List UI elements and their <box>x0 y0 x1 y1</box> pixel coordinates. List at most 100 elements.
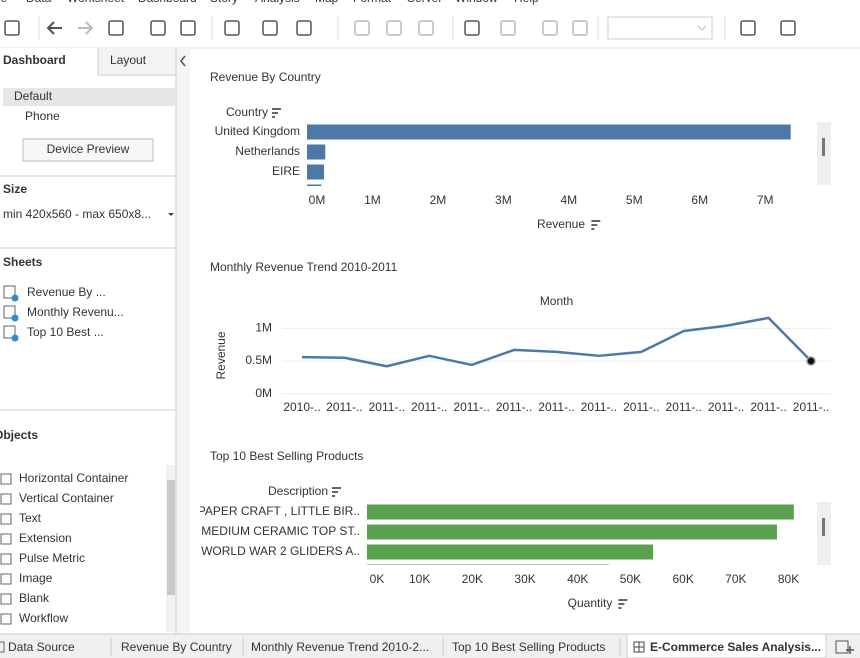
x-tick-label: 2011-.. <box>326 400 362 414</box>
x-tick-label: 2011-.. <box>581 400 617 414</box>
bar <box>307 144 326 160</box>
object-item[interactable]: Blank <box>19 591 50 605</box>
toolbar-button[interactable] <box>780 20 796 36</box>
device-option[interactable]: Phone <box>25 109 60 123</box>
device-option[interactable]: Default <box>14 89 53 103</box>
object-item[interactable]: Extension <box>19 531 72 545</box>
selected-point[interactable] <box>806 356 816 366</box>
x-tick-label: 60K <box>672 572 693 586</box>
icon <box>740 20 756 36</box>
category-label: PAPER CRAFT , LITTLE BIR.. <box>198 504 360 518</box>
field-header: Description <box>268 484 328 498</box>
menu-item[interactable]: Analysis <box>255 0 300 5</box>
bar-plot: United Kingdom Netherlands EIRE <box>215 124 791 186</box>
object-item[interactable]: Vertical Container <box>19 491 114 505</box>
x-tick-label: 2011-.. <box>793 400 829 414</box>
toolbar-button[interactable] <box>4 20 20 36</box>
x-tick-label: 2011-.. <box>623 400 659 414</box>
toolbar-button[interactable] <box>572 20 588 36</box>
icon <box>78 21 94 35</box>
x-tick-label: 2011-.. <box>411 400 447 414</box>
icon <box>46 21 62 35</box>
icon <box>464 20 480 36</box>
sort-icon[interactable] <box>332 487 342 497</box>
collapse-arrow[interactable] <box>180 55 186 67</box>
sidebar: Dashboard Layout Default Phone Device Previe… <box>0 48 176 634</box>
x-tick-label: 4M <box>560 193 577 207</box>
menu-item[interactable]: Story <box>210 0 238 5</box>
toolbar-button[interactable] <box>740 20 756 36</box>
category-label: WORLD WAR 2 GLIDERS A.. <box>201 544 360 558</box>
menu-item[interactable]: File <box>0 0 8 5</box>
toolbar-button[interactable] <box>224 20 240 36</box>
toolbar-button[interactable] <box>46 21 62 35</box>
active-tab <box>626 633 827 658</box>
toolbar-button[interactable] <box>464 20 480 36</box>
tab-label[interactable]: Data Source <box>8 640 75 654</box>
menu-item[interactable]: Worksheet <box>67 0 125 5</box>
sort-icon[interactable] <box>272 108 282 118</box>
toolbar-button[interactable] <box>354 20 370 36</box>
size-value[interactable]: min 420x560 - max 650x8... <box>3 207 151 221</box>
object-item[interactable]: Pulse Metric <box>19 551 85 565</box>
sort-icon[interactable] <box>591 220 601 230</box>
sheet-item[interactable]: Top 10 Best ... <box>27 325 104 339</box>
object-item[interactable]: Text <box>19 511 42 525</box>
x-tick-label: 40K <box>567 572 588 586</box>
menu-item[interactable]: Map <box>315 0 339 5</box>
toolbar-dropdown[interactable] <box>607 16 713 40</box>
sheet-item[interactable]: Revenue By ... <box>27 285 106 299</box>
sidebar-scrollbar-thumb[interactable] <box>167 480 175 595</box>
toolbar-button[interactable] <box>108 20 124 36</box>
toolbar-button[interactable] <box>180 20 196 36</box>
scrollbar-thumb[interactable] <box>822 138 825 156</box>
icon <box>780 20 796 36</box>
sidebar-tab-active[interactable]: Dashboard <box>3 53 66 67</box>
menu-item[interactable]: Dashboard <box>138 0 197 5</box>
object-icon <box>0 513 12 525</box>
x-tick-label: 70K <box>725 572 746 586</box>
toolbar-button[interactable] <box>386 20 402 36</box>
sheet-item[interactable]: Monthly Revenu... <box>27 305 124 319</box>
toolbar-button[interactable] <box>262 20 278 36</box>
object-item[interactable]: Workflow <box>19 611 68 625</box>
menu-item[interactable]: Help <box>514 0 539 5</box>
menu-item[interactable]: Format <box>353 0 392 5</box>
x-tick-label: 20K <box>462 572 483 586</box>
sheet-icon <box>3 285 16 299</box>
toolbar-button[interactable] <box>150 20 166 36</box>
scrollbar-thumb[interactable] <box>822 518 825 536</box>
active-tab-label[interactable]: E-Commerce Sales Analysis... <box>650 640 821 654</box>
device-preview-button[interactable] <box>22 138 154 162</box>
sidebar-tab[interactable]: Layout <box>110 53 147 67</box>
y-tick-label: 0M <box>255 386 272 400</box>
x-tick-label: 2011-.. <box>369 400 405 414</box>
object-icon <box>0 553 12 565</box>
toolbar-button[interactable] <box>500 20 516 36</box>
icon <box>262 20 278 36</box>
toolbar-button[interactable] <box>542 20 558 36</box>
menu-item[interactable]: Window <box>455 0 498 5</box>
tab-label[interactable]: Monthly Revenue Trend 2010-2... <box>251 640 429 654</box>
toolbar-button[interactable] <box>296 20 312 36</box>
toolbar-button[interactable] <box>78 21 94 35</box>
sheet-check <box>11 294 19 302</box>
x-tick-label: 2011-.. <box>666 400 702 414</box>
toolbar-button[interactable] <box>418 20 434 36</box>
object-item[interactable]: Horizontal Container <box>19 471 128 485</box>
sidebar-splitter <box>176 48 190 634</box>
tab-label[interactable]: Revenue By Country <box>121 640 232 654</box>
menu-item[interactable]: Data <box>26 0 52 5</box>
object-item[interactable]: Image <box>19 571 53 585</box>
tab-label[interactable]: Top 10 Best Selling Products <box>452 640 605 654</box>
bar <box>367 504 794 520</box>
menu-item[interactable]: Server <box>407 0 442 5</box>
x-tick-label: 1M <box>364 193 381 207</box>
dropdown-arrow <box>168 213 174 216</box>
sort-icon[interactable] <box>618 599 628 609</box>
icon <box>108 20 124 36</box>
new-sheet-button[interactable] <box>835 640 849 654</box>
sidebar-tab-inactive[interactable] <box>98 48 176 75</box>
